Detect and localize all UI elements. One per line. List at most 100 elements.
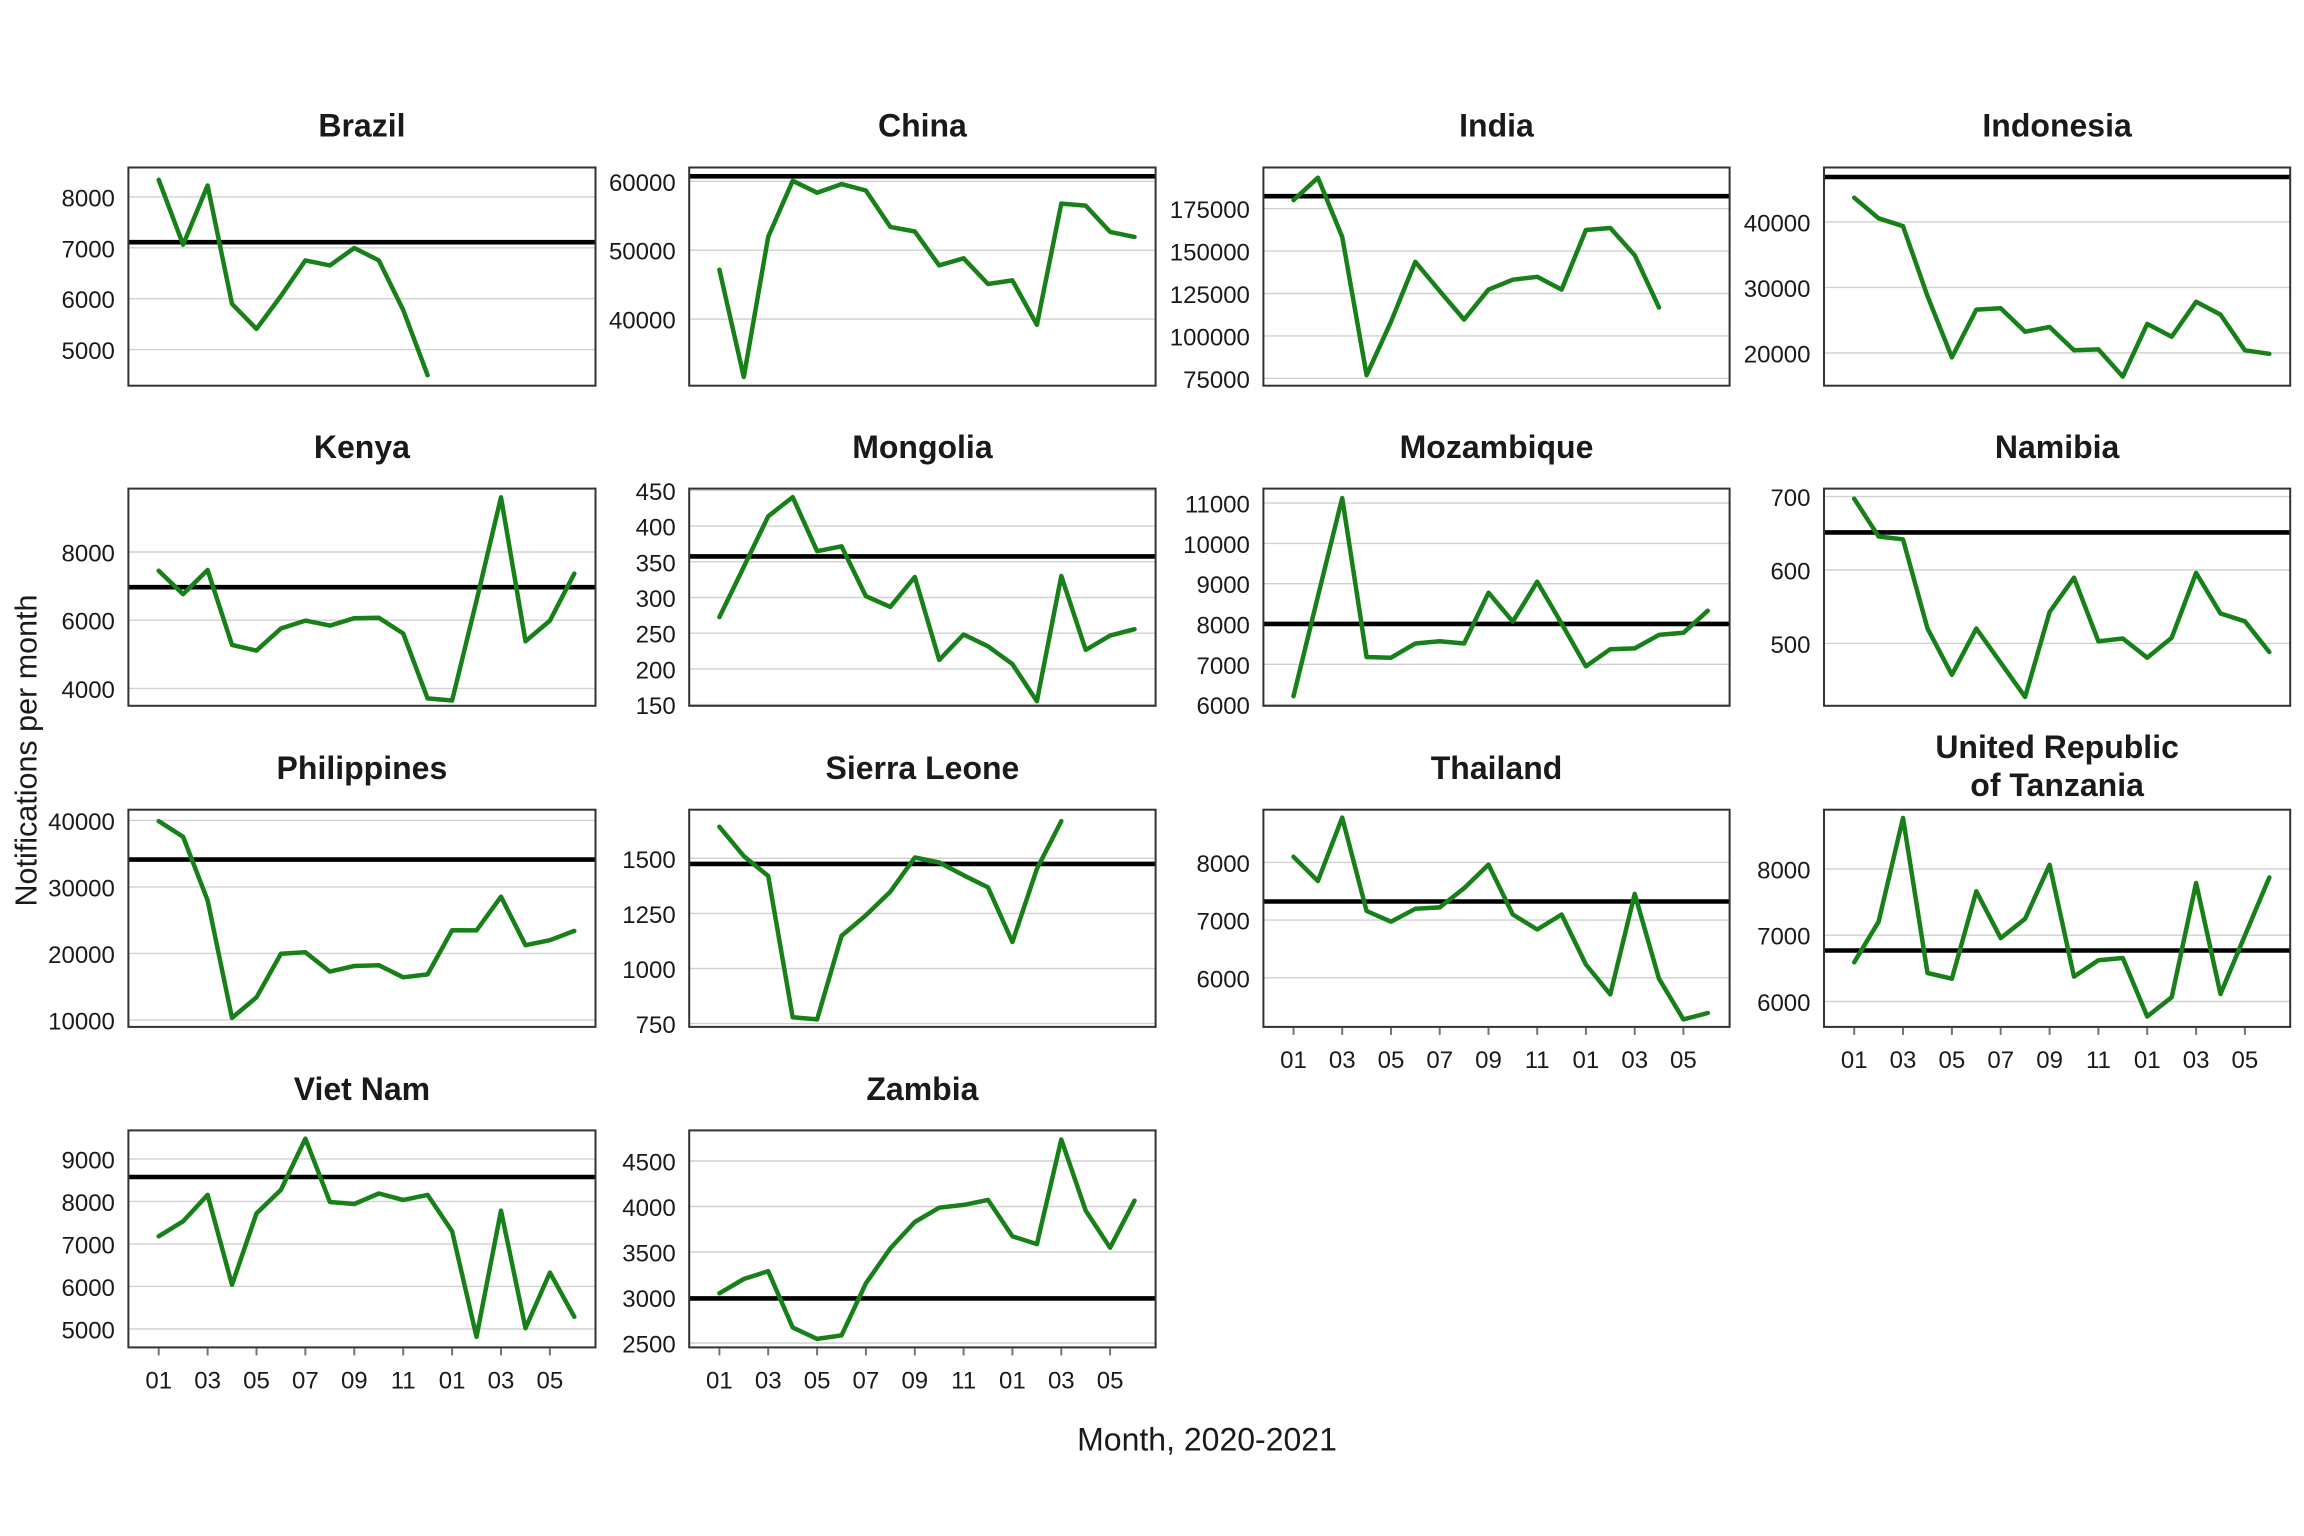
svg-text:Indonesia: Indonesia [1982, 108, 2132, 144]
svg-text:1000: 1000 [622, 957, 675, 984]
svg-text:1500: 1500 [622, 847, 675, 874]
svg-text:01: 01 [145, 1367, 172, 1394]
svg-text:7000: 7000 [62, 1232, 115, 1259]
svg-text:6000: 6000 [62, 609, 115, 636]
svg-text:India: India [1459, 108, 1534, 144]
svg-text:30000: 30000 [1744, 276, 1811, 303]
svg-text:300: 300 [636, 586, 676, 613]
svg-text:8000: 8000 [62, 1190, 115, 1217]
svg-text:350: 350 [636, 550, 676, 577]
svg-text:01: 01 [1280, 1047, 1307, 1074]
svg-text:50000: 50000 [609, 239, 676, 266]
svg-text:01: 01 [999, 1367, 1026, 1394]
svg-text:40000: 40000 [609, 308, 676, 335]
svg-text:11: 11 [1525, 1047, 1550, 1074]
svg-text:3500: 3500 [622, 1241, 675, 1268]
svg-text:05: 05 [804, 1367, 831, 1394]
svg-text:07: 07 [1426, 1047, 1453, 1074]
svg-text:Mozambique: Mozambique [1400, 429, 1594, 465]
svg-text:Sierra Leone: Sierra Leone [825, 750, 1019, 786]
svg-text:03: 03 [1621, 1047, 1648, 1074]
svg-text:8000: 8000 [1197, 613, 1250, 640]
svg-text:20000: 20000 [48, 942, 115, 969]
svg-text:Mongolia: Mongolia [852, 429, 993, 465]
svg-text:175000: 175000 [1170, 197, 1250, 224]
svg-text:Thailand: Thailand [1431, 750, 1563, 786]
svg-text:03: 03 [1890, 1047, 1917, 1074]
svg-text:750: 750 [636, 1012, 676, 1039]
svg-text:11: 11 [2086, 1047, 2111, 1074]
svg-text:07: 07 [292, 1367, 319, 1394]
svg-text:Viet Nam: Viet Nam [294, 1071, 430, 1107]
svg-text:5000: 5000 [62, 1317, 115, 1344]
svg-text:1250: 1250 [622, 902, 675, 929]
svg-text:03: 03 [2183, 1047, 2210, 1074]
svg-text:7000: 7000 [1757, 924, 1810, 951]
svg-text:150000: 150000 [1170, 240, 1250, 267]
svg-text:11: 11 [951, 1367, 976, 1394]
svg-text:09: 09 [341, 1367, 368, 1394]
svg-text:100000: 100000 [1170, 324, 1250, 351]
svg-text:20000: 20000 [1744, 341, 1811, 368]
svg-text:09: 09 [2036, 1047, 2063, 1074]
svg-text:6000: 6000 [1197, 693, 1250, 720]
svg-text:05: 05 [2232, 1047, 2259, 1074]
svg-text:Philippines: Philippines [277, 750, 448, 786]
svg-text:Brazil: Brazil [318, 108, 405, 144]
svg-text:01: 01 [2134, 1047, 2161, 1074]
svg-text:United Republic: United Republic [1935, 729, 2179, 765]
svg-text:03: 03 [755, 1367, 782, 1394]
svg-text:8000: 8000 [1197, 851, 1250, 878]
svg-text:of Tanzania: of Tanzania [1970, 767, 2144, 803]
svg-text:6000: 6000 [62, 1275, 115, 1302]
svg-text:10000: 10000 [1183, 532, 1250, 559]
svg-text:09: 09 [901, 1367, 928, 1394]
svg-text:5000: 5000 [62, 338, 115, 365]
svg-text:01: 01 [1841, 1047, 1868, 1074]
svg-text:6000: 6000 [1197, 966, 1250, 993]
svg-text:11000: 11000 [1185, 492, 1250, 519]
svg-text:Zambia: Zambia [866, 1071, 978, 1107]
svg-text:05: 05 [1097, 1367, 1124, 1394]
svg-text:3000: 3000 [622, 1286, 675, 1313]
svg-text:07: 07 [853, 1367, 880, 1394]
svg-text:6000: 6000 [62, 287, 115, 314]
svg-text:125000: 125000 [1170, 282, 1250, 309]
svg-text:500: 500 [1770, 632, 1810, 659]
svg-text:Namibia: Namibia [1995, 429, 2120, 465]
svg-text:05: 05 [243, 1367, 270, 1394]
svg-text:40000: 40000 [1744, 210, 1811, 237]
svg-text:01: 01 [706, 1367, 733, 1394]
svg-text:Notifications per month: Notifications per month [9, 595, 44, 907]
svg-text:30000: 30000 [48, 875, 115, 902]
svg-text:6000: 6000 [1757, 990, 1810, 1017]
svg-text:40000: 40000 [48, 809, 115, 836]
svg-text:8000: 8000 [62, 185, 115, 212]
svg-text:03: 03 [1329, 1047, 1356, 1074]
svg-text:China: China [878, 108, 967, 144]
svg-text:60000: 60000 [609, 170, 676, 197]
svg-text:450: 450 [636, 479, 676, 506]
svg-text:250: 250 [636, 622, 676, 649]
svg-text:01: 01 [439, 1367, 466, 1394]
svg-text:09: 09 [1475, 1047, 1502, 1074]
svg-text:9000: 9000 [1197, 572, 1250, 599]
svg-text:4000: 4000 [62, 677, 115, 704]
svg-text:4000: 4000 [622, 1195, 675, 1222]
svg-text:05: 05 [1670, 1047, 1697, 1074]
svg-text:200: 200 [636, 657, 676, 684]
svg-text:75000: 75000 [1183, 367, 1250, 394]
svg-text:9000: 9000 [62, 1147, 115, 1174]
svg-text:05: 05 [1939, 1047, 1966, 1074]
svg-text:01: 01 [1573, 1047, 1600, 1074]
svg-text:07: 07 [1987, 1047, 2014, 1074]
svg-text:7000: 7000 [62, 236, 115, 263]
svg-text:03: 03 [488, 1367, 515, 1394]
svg-text:150: 150 [636, 693, 676, 720]
svg-text:11: 11 [391, 1367, 416, 1394]
svg-text:8000: 8000 [62, 541, 115, 568]
svg-text:600: 600 [1770, 559, 1810, 586]
svg-text:03: 03 [194, 1367, 221, 1394]
svg-text:Month, 2020-2021: Month, 2020-2021 [1077, 1422, 1337, 1458]
svg-text:2500: 2500 [622, 1332, 675, 1359]
